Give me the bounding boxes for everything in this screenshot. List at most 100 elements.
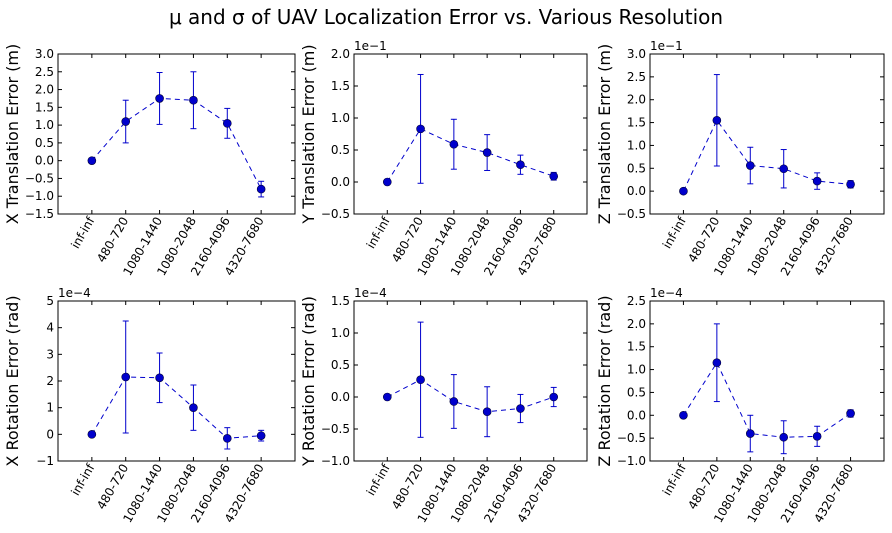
data-point	[745, 429, 755, 438]
data-point	[256, 431, 266, 440]
mean-line	[91, 97, 262, 190]
data-point	[155, 94, 164, 103]
ytick-label: 2.5	[627, 70, 646, 84]
data-point	[549, 171, 559, 181]
axis-multiplier: 1e−1	[650, 39, 683, 53]
data-point	[121, 117, 131, 126]
data-point	[549, 392, 559, 402]
data-point	[846, 409, 855, 418]
xtick-label: 480-720	[389, 215, 426, 265]
ytick-label: 4	[46, 321, 54, 335]
ytick-label: −0.5	[321, 207, 350, 221]
ytick-label: 0.0	[331, 175, 350, 189]
data-point	[189, 403, 198, 412]
axis-multiplier: 1e−1	[354, 39, 387, 53]
ytick-label: 0.5	[627, 385, 646, 399]
ytick-label: −0.5	[25, 171, 54, 185]
ytick-label: −0.5	[617, 431, 646, 445]
axis-multiplier: 1e−4	[650, 286, 683, 300]
ytick-label: 1.0	[331, 111, 350, 125]
y-axis-label: Z Rotation Error (rad)	[595, 295, 614, 466]
data-point	[222, 119, 232, 128]
data-point	[189, 95, 198, 105]
ytick-label: 1.0	[627, 363, 646, 377]
data-point	[382, 392, 392, 402]
ytick-label: 0.5	[35, 136, 54, 150]
ytick-label: 0	[46, 427, 54, 441]
xtick-label: inf-inf	[660, 461, 690, 498]
xtick-label: inf-inf	[660, 214, 690, 251]
ytick-label: 1.5	[627, 116, 646, 130]
ytick-label: −1.5	[25, 207, 54, 221]
ytick-label: 1.5	[35, 100, 54, 114]
data-point	[449, 139, 459, 149]
ytick-label: −0.5	[617, 207, 646, 221]
data-point	[712, 115, 722, 125]
subplot-grid: −1.5 −1.0 −0.5 0.0 0.5 1.0 1.5 2.0 2.5 3.0 inf-inf…	[3, 39, 885, 525]
data-point	[222, 434, 232, 443]
ytick-label: 2.5	[627, 294, 646, 308]
ytick-label: −1.0	[25, 189, 54, 203]
axis-multiplier: 1e−4	[58, 286, 91, 300]
xtick-label: 480-720	[685, 215, 722, 265]
xtick-label: inf-inf	[68, 461, 98, 498]
xtick-label: inf-inf	[364, 214, 394, 251]
mean-line	[91, 376, 262, 439]
data-point	[449, 397, 459, 406]
ytick-label: 0.0	[331, 390, 350, 404]
ytick-label: 2	[46, 374, 54, 388]
figure-title: μ and σ of UAV Localization Error vs. Va…	[169, 5, 723, 29]
data-point	[846, 179, 855, 189]
subplot-5: −1.0−0.50.00.51.01.5inf-inf480-7201080-1…	[299, 286, 588, 525]
xtick-label: 480-720	[94, 215, 131, 265]
ytick-label: 1.0	[627, 138, 646, 152]
y-axis-label: Z Translation Error (m)	[595, 44, 614, 224]
xtick-label: 480-720	[685, 462, 722, 512]
axis-multiplier: 1e−4	[354, 286, 387, 300]
axes-frame	[649, 300, 885, 462]
axes-frame	[353, 53, 588, 215]
data-point	[679, 410, 688, 420]
ytick-label: 3.0	[627, 47, 646, 61]
data-point	[712, 358, 722, 368]
data-point	[121, 372, 131, 382]
subplot-4: −1012345inf-inf480-7201080-14401080-2048…	[3, 286, 296, 525]
ytick-label: 0.0	[627, 184, 646, 198]
data-point	[416, 124, 425, 134]
data-point	[155, 373, 164, 383]
data-point	[416, 375, 425, 385]
ytick-label: 3.0	[35, 47, 54, 61]
ytick-label: 1.5	[627, 340, 646, 354]
subplot-1: −1.5 −1.0 −0.5 0.0 0.5 1.0 1.5 2.0 2.5 3.0 inf-inf…	[3, 44, 296, 278]
ytick-label: −1.0	[321, 454, 350, 468]
data-point	[679, 186, 688, 196]
ytick-label: 1.5	[331, 79, 350, 93]
xtick-label: 480-720	[94, 462, 131, 512]
ytick-label: 3	[46, 347, 54, 361]
axes-frame	[353, 300, 588, 462]
y-axis-label: X Rotation Error (rad)	[3, 295, 22, 466]
ytick-label: −0.5	[321, 422, 350, 436]
ytick-label: 2.0	[627, 93, 646, 107]
y-axis-label: Y Rotation Error (rad)	[299, 296, 318, 467]
ytick-label: 2.0	[627, 317, 646, 331]
data-point	[482, 407, 492, 417]
ytick-label: 2.0	[35, 83, 54, 97]
ytick-label: 2.0	[331, 47, 350, 61]
ytick-label: 0.0	[627, 408, 646, 422]
ytick-label: 0.5	[331, 358, 350, 372]
axes-frame	[649, 53, 885, 215]
ytick-label: −1	[36, 454, 54, 468]
subplot-6: −1.0 −0.5 0.0 0.5 1.0 1.5 2.0 2.5 inf-inf480-720…	[595, 286, 885, 525]
ytick-label: 1.0	[35, 118, 54, 132]
ytick-label: 0.5	[627, 161, 646, 175]
ytick-label: 1.0	[331, 326, 350, 340]
ytick-label: 1.5	[331, 294, 350, 308]
ytick-label: 0.5	[331, 143, 350, 157]
axes-frame	[57, 53, 296, 215]
ytick-label: 2.5	[35, 65, 54, 79]
mean-line	[387, 379, 554, 413]
y-axis-label: Y Translation Error (m)	[299, 44, 318, 224]
